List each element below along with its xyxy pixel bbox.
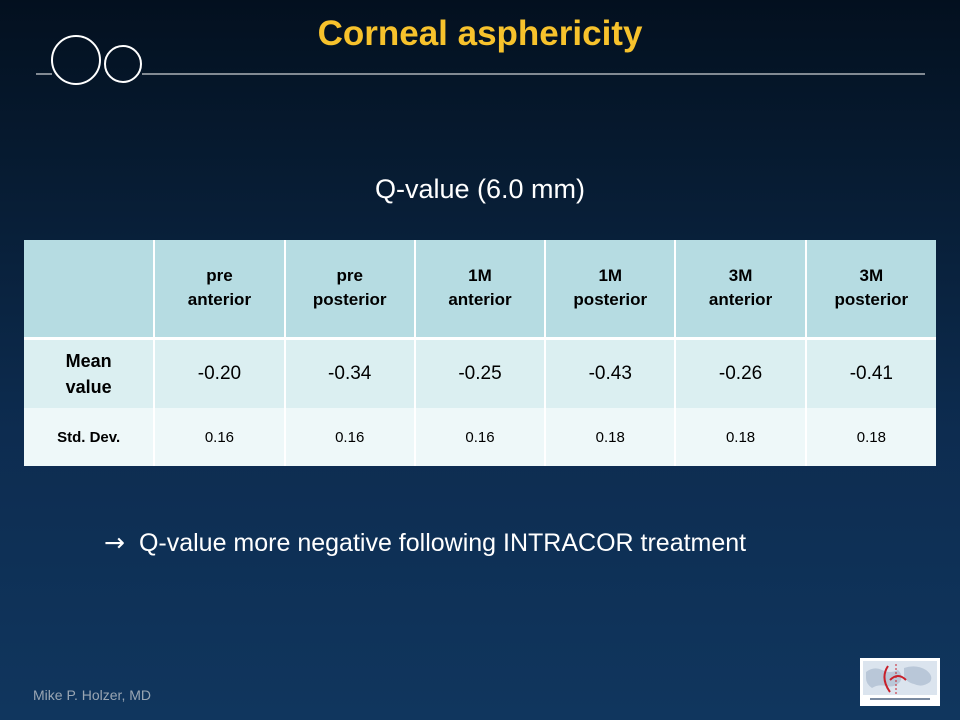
double-circle-line-icon xyxy=(36,35,925,85)
header-line: 3M xyxy=(859,266,884,286)
q-value-table: pre anterior pre posterior 1M anterior 1M po… xyxy=(24,240,936,466)
header-line: posterior xyxy=(834,290,909,310)
table-cell: -0.34 xyxy=(283,338,415,408)
header-line: anterior xyxy=(187,290,252,310)
table-cell: 0.16 xyxy=(283,408,415,466)
row-label: Mean value xyxy=(24,338,154,408)
row-label-line: value xyxy=(65,376,112,397)
row-label-line: Mean xyxy=(65,350,112,371)
arrow-right-icon: → xyxy=(104,528,125,557)
header-line: anterior xyxy=(708,290,773,310)
slide-title: Corneal asphericity xyxy=(317,14,643,53)
table-header-row: pre anterior pre posterior 1M anterior 1M po… xyxy=(24,240,936,338)
table-cell: 0.16 xyxy=(413,408,546,466)
table-cell: -0.26 xyxy=(674,338,806,408)
table-cell: 0.18 xyxy=(674,408,806,466)
header-line: posterior xyxy=(573,290,648,310)
header-cell: 1M anterior xyxy=(413,240,546,338)
footer-author: Mike P. Holzer, MD xyxy=(33,687,151,703)
table-cell: -0.41 xyxy=(804,338,936,408)
table-cell: 0.16 xyxy=(153,408,285,466)
header-cell: 1M posterior xyxy=(544,240,676,338)
table-cell: -0.25 xyxy=(413,338,546,408)
research-centre-logo-icon xyxy=(860,658,940,706)
header-line: anterior xyxy=(448,290,512,310)
header-line: 1M xyxy=(598,266,623,286)
table-cell: 0.18 xyxy=(544,408,676,466)
header-empty-cell xyxy=(24,240,154,338)
header-line: pre xyxy=(336,266,363,286)
table-cell: 0.18 xyxy=(804,408,936,466)
header-line: pre xyxy=(206,266,233,286)
header-cell: 3M anterior xyxy=(674,240,806,338)
table-row-mean: Mean value -0.20 -0.34 -0.25 -0.43 -0.26 … xyxy=(24,338,936,408)
table-cell: -0.20 xyxy=(153,338,285,408)
conclusion-text: Q-value more negative following INTRACOR… xyxy=(138,529,747,557)
header-cell: 3M posterior xyxy=(804,240,936,338)
table-cell: -0.43 xyxy=(544,338,676,408)
table-subtitle: Q-value (6.0 mm) xyxy=(374,174,586,204)
header-cell: pre posterior xyxy=(283,240,415,338)
row-label: Std. Dev. xyxy=(57,428,121,446)
conclusion-statement: → Q-value more negative following INTRACO… xyxy=(104,528,746,558)
table-row-std: Std. Dev. 0.16 0.16 0.16 0.18 0.18 0.18 xyxy=(24,408,936,466)
header-line: 1M xyxy=(468,266,492,286)
header-cell: pre anterior xyxy=(153,240,285,338)
header-line: 3M xyxy=(728,266,753,286)
header-line: posterior xyxy=(312,290,387,310)
